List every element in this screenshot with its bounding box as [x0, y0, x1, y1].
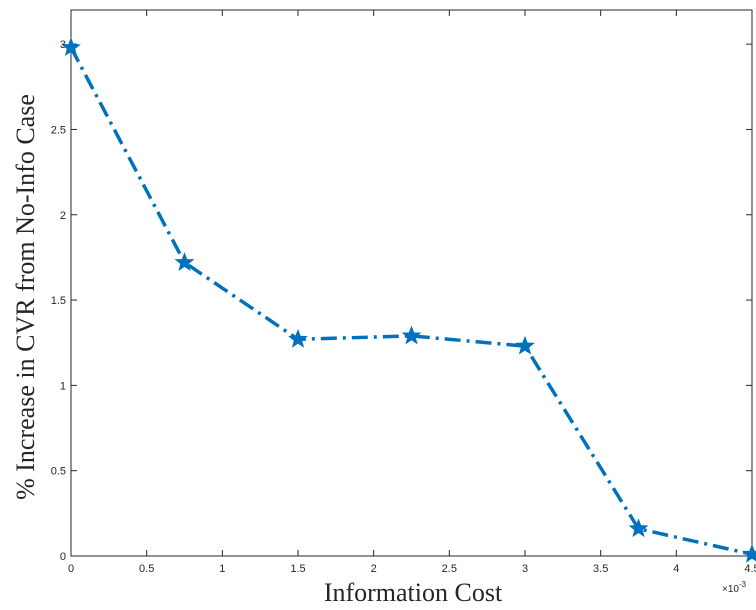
x-tick-label: 2: [371, 563, 377, 575]
y-tick-label: 2.5: [51, 124, 66, 136]
x-tick-label: 4: [673, 563, 679, 575]
x-tick-label: 3.5: [593, 563, 608, 575]
x-tick-label: 1: [219, 563, 225, 575]
x-tick-label: 1.5: [290, 563, 305, 575]
y-tick-label: 0.5: [51, 466, 66, 478]
x-tick-label: 2.5: [442, 563, 457, 575]
x-axis-exponent: ×10-3: [722, 580, 747, 595]
axes-box: [70, 9, 753, 557]
plot-frame: [70, 9, 753, 557]
data-point-star: [515, 335, 535, 355]
y-axis-ticks: 00.511.522.53: [51, 39, 752, 563]
data-point-star: [401, 325, 422, 345]
marker-layer: [61, 37, 756, 563]
data-point-star: [174, 252, 195, 271]
y-axis-title: % Increase in CVR from No-Info Case: [11, 94, 40, 500]
x-axis-ticks: 0 0.5 1 1.5 2 2.5 3 3.5 4 4.5: [68, 10, 756, 575]
y-tick-label: 0: [60, 551, 66, 563]
x-tick-label: 3: [522, 563, 528, 575]
y-tick-label: 2: [60, 210, 66, 222]
data-point-star: [288, 328, 308, 348]
x-tick-label: 0.5: [139, 563, 154, 575]
x-tick-label: 0: [68, 563, 74, 575]
data-point-star: [742, 543, 756, 563]
data-point-star: [61, 37, 81, 56]
series-line: [69, 46, 753, 557]
x-axis-title: Information Cost: [324, 578, 503, 607]
x-tick-label: 4.5: [744, 563, 756, 575]
data-point-star: [628, 518, 649, 538]
series-layer: [69, 46, 753, 557]
y-tick-label: 1: [60, 380, 66, 392]
y-tick-label: 1.5: [51, 295, 66, 307]
